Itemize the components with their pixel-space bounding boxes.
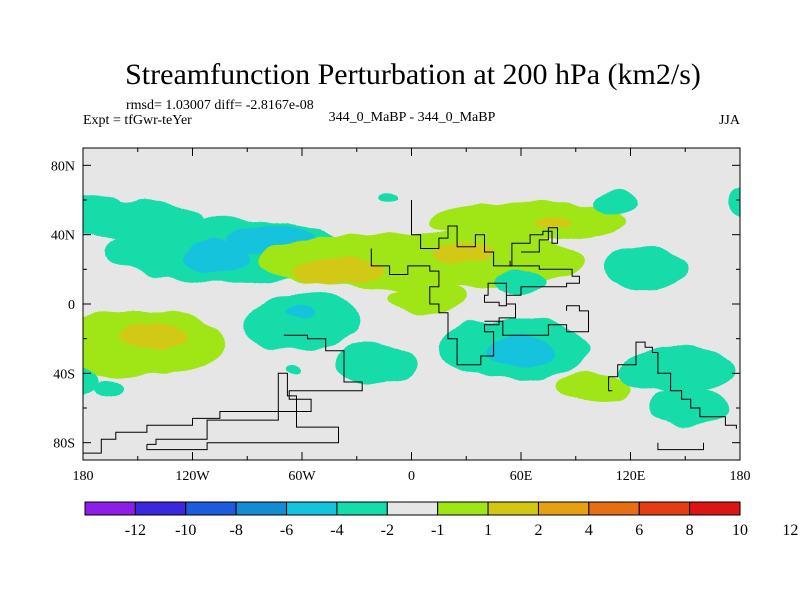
contour-field (83, 191, 740, 429)
contour-region-18 (283, 366, 302, 377)
contour-region-7 (429, 201, 631, 240)
x-tick-label-5: 120E (616, 469, 646, 484)
colorbar-label-7: 1 (484, 522, 492, 539)
colorbar-swatch-7 (437, 501, 489, 516)
colorbar-swatch-9 (537, 501, 590, 516)
colorbar-label-11: 8 (686, 522, 694, 539)
colorbar-label-6: -1 (431, 522, 444, 539)
coast-south-america (83, 334, 363, 454)
contour-region-26 (594, 193, 638, 214)
contour-region-27 (730, 191, 740, 216)
colorbar-label-10: 6 (635, 522, 643, 539)
colorbar-swatch-11 (638, 501, 691, 516)
contour-region-13 (283, 304, 313, 318)
contour-region-21 (488, 336, 554, 369)
colorbar-label-9: 4 (585, 522, 593, 539)
colorbar-swatch-4 (286, 501, 338, 516)
colorbar-label-0: -12 (125, 522, 146, 539)
colorbar-swatch-12 (689, 501, 741, 516)
coastlines (83, 200, 737, 454)
colorbar-swatch-2 (185, 501, 237, 516)
coast-australia (608, 341, 737, 429)
colorbar-swatch-8 (487, 501, 539, 516)
contour-region-4 (181, 239, 248, 275)
y-tick-label-1: 40N (51, 229, 75, 244)
season-label: JJA (719, 113, 741, 128)
chart-title: Streamfunction Perturbation at 200 hPa (… (125, 58, 701, 91)
x-axis: 180 120W 60W 0 60E 120E 180 (73, 148, 751, 484)
contour-region-19 (334, 343, 416, 386)
colorbar-swatch-6 (386, 501, 439, 516)
colorbar-label-3: -6 (280, 522, 293, 539)
colorbar-label-4: -4 (330, 522, 343, 539)
coast-india-asia (484, 305, 589, 336)
contour-region-23 (605, 248, 686, 291)
contour-region-25 (648, 387, 730, 429)
stats-text: rmsd= 1.03007 diff= -2.8167e-08 (126, 98, 314, 113)
x-tick-label-2: 60W (288, 469, 316, 484)
experiment-text: Expt = tfGwr-teYer (83, 113, 192, 128)
x-tick-label-0: 180 (73, 469, 94, 484)
colorbar-label-12: 10 (732, 522, 748, 539)
contour-region-17 (93, 378, 124, 396)
contour-region-9 (294, 257, 383, 285)
coast-africa (370, 248, 580, 366)
y-tick-label-0: 80N (51, 159, 75, 174)
colorbar-label-8: 2 (534, 522, 542, 539)
x-tick-label-4: 60E (510, 469, 533, 484)
coast-antarctica-peninsula (146, 372, 339, 451)
contour-region-11 (535, 219, 573, 230)
contour-region-24 (617, 347, 735, 393)
x-tick-label-1: 120W (175, 469, 210, 484)
x-tick-label-6: 180 (730, 469, 751, 484)
y-tick-label-3: 40S (53, 367, 75, 382)
colorbar-swatch-5 (336, 501, 388, 516)
contour-region-29 (380, 194, 399, 202)
y-tick-label-2: 0 (68, 298, 75, 313)
subtitle-text: 344_0_MaBP - 344_0_MaBP (329, 110, 496, 125)
colorbar-label-2: -8 (229, 522, 242, 539)
coast-antarctica-east (657, 442, 704, 451)
colorbar-label-13: 12 (782, 522, 798, 539)
contour-region-22 (557, 371, 631, 403)
colorbar-label-1: -10 (175, 522, 196, 539)
colorbar: -12 -10 -8 -6 -4 -2 -1 1 2 4 6 8 10 12 (84, 501, 798, 539)
contour-region-15 (119, 323, 186, 348)
colorbar-swatch-1 (134, 501, 187, 516)
contour-region-12 (243, 291, 361, 351)
y-tick-label-4: 80S (53, 437, 75, 452)
y-axis: 80N 40N 0 40S 80S (51, 159, 740, 452)
colorbar-label-5: -2 (381, 522, 394, 539)
colorbar-swatch-3 (235, 501, 288, 516)
x-tick-label-3: 0 (408, 469, 415, 484)
colorbar-swatch-10 (588, 501, 640, 516)
colorbar-swatch-0 (84, 501, 136, 516)
contour-region-10 (433, 241, 492, 263)
coast-europe (411, 200, 558, 267)
